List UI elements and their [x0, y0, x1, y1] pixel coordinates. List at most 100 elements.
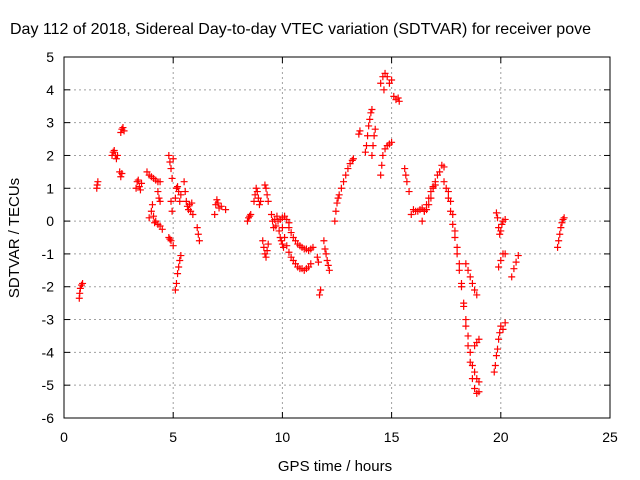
data-point — [423, 201, 431, 209]
data-point — [279, 243, 287, 251]
data-point — [77, 281, 85, 289]
data-point — [79, 279, 87, 287]
data-point — [555, 237, 563, 245]
data-point — [377, 171, 385, 179]
data-point — [332, 207, 340, 215]
data-point — [418, 217, 426, 225]
data-point — [217, 202, 225, 210]
data-point — [117, 128, 125, 136]
data-point — [492, 352, 500, 360]
data-point — [335, 191, 343, 199]
data-point — [285, 248, 293, 256]
data-point — [158, 225, 166, 233]
y-axis-label: SDTVAR / TECUs — [6, 178, 23, 298]
data-point — [317, 286, 325, 294]
data-point — [427, 188, 435, 196]
data-point — [189, 211, 197, 219]
data-point — [342, 171, 350, 179]
data-point — [151, 219, 159, 227]
data-point — [150, 212, 158, 220]
y-tick-label: 3 — [46, 115, 54, 131]
data-point — [401, 165, 409, 173]
data-point — [449, 220, 457, 228]
data-point — [451, 234, 459, 241]
data-point — [475, 335, 483, 343]
x-tick-label: 0 — [60, 429, 68, 445]
data-point — [257, 197, 265, 205]
data-point — [182, 197, 190, 205]
data-point — [145, 214, 153, 222]
data-point — [368, 151, 376, 159]
y-tick-label: 5 — [46, 49, 54, 65]
data-point — [211, 211, 219, 219]
data-point — [344, 165, 352, 173]
data-point — [497, 227, 505, 235]
data-point — [213, 196, 221, 204]
data-point — [174, 183, 182, 191]
grid-lines — [64, 57, 610, 418]
chart-title: Day 112 of 2018, Sidereal Day-to-day VTE… — [10, 21, 591, 38]
data-point — [501, 250, 509, 258]
data-point — [253, 188, 261, 196]
x-axis-label: GPS time / hours — [278, 458, 392, 475]
data-point — [180, 178, 188, 186]
data-point — [365, 122, 373, 130]
data-point — [471, 368, 479, 376]
data-point — [132, 184, 140, 192]
data-point — [177, 252, 185, 260]
data-point — [420, 207, 428, 215]
data-point — [172, 279, 180, 287]
data-point — [444, 188, 452, 196]
data-point — [491, 361, 499, 369]
data-point — [379, 151, 387, 159]
data-point — [134, 176, 142, 184]
data-point — [281, 234, 289, 241]
data-point — [514, 252, 522, 260]
data-point — [348, 156, 356, 164]
data-point — [388, 76, 396, 84]
data-point — [462, 322, 470, 330]
data-point — [466, 358, 474, 366]
data-point — [250, 197, 258, 205]
data-point — [260, 243, 268, 251]
data-point — [457, 279, 465, 287]
data-point — [494, 214, 502, 222]
data-point — [355, 130, 363, 138]
data-point — [114, 151, 122, 159]
data-point — [174, 270, 182, 278]
axes: 0 5 10 15 20 25 -6 -5 -4 -3 -2 -1 0 1 2 3 4 5 — [42, 49, 618, 445]
data-point — [471, 286, 479, 294]
data-point — [156, 197, 164, 205]
data-point — [264, 197, 272, 205]
data-point — [402, 171, 410, 179]
data-point — [499, 325, 507, 333]
data-point — [168, 174, 176, 182]
data-point — [222, 206, 230, 214]
data-point — [307, 260, 315, 268]
data-point — [468, 279, 476, 287]
y-tick-label: -3 — [42, 312, 55, 328]
data-point — [255, 201, 263, 209]
data-point — [175, 263, 183, 271]
data-point — [369, 142, 377, 150]
data-point — [497, 256, 505, 264]
data-point — [501, 215, 509, 223]
data-point — [501, 319, 509, 327]
data-point — [362, 142, 370, 150]
data-point — [138, 179, 146, 187]
plot-frame — [63, 56, 611, 419]
x-tick-label: 10 — [275, 429, 291, 445]
data-point — [559, 215, 567, 223]
data-point — [378, 161, 386, 169]
data-point — [176, 256, 184, 264]
data-point — [181, 188, 189, 196]
data-point — [278, 224, 286, 232]
data-point — [259, 237, 267, 245]
data-point — [154, 188, 162, 196]
data-series-sdtvar — [75, 69, 568, 397]
data-point — [455, 260, 463, 268]
data-point — [462, 316, 470, 324]
data-point — [558, 219, 566, 227]
data-point — [464, 332, 472, 340]
